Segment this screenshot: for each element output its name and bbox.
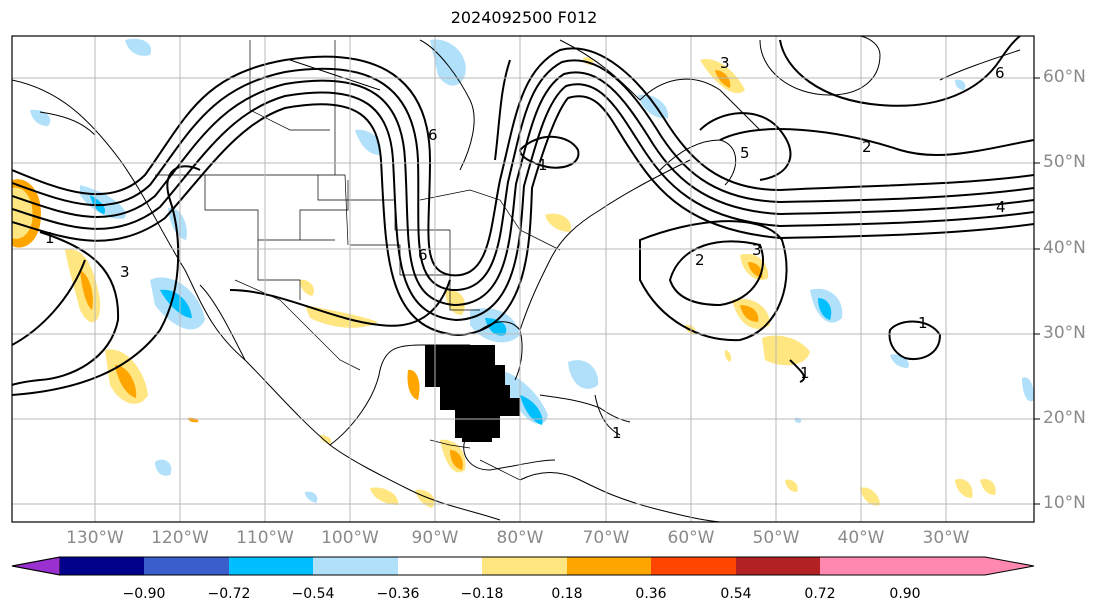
colorbar-swatch [567, 557, 651, 575]
colorbar-tick-label: 0.54 [720, 586, 752, 602]
colorbar-swatch [60, 557, 144, 575]
contour-label: 2 [862, 138, 872, 156]
lat-label: 40°N [1043, 238, 1086, 258]
contour-lines [12, 36, 1034, 396]
colorbar-extend-high [905, 557, 1034, 575]
gridlines [12, 36, 1034, 522]
colorbar-swatch [651, 557, 736, 575]
axis-ticks [1034, 77, 1040, 505]
contour-label: 1 [612, 424, 622, 442]
lon-label: 30°W [922, 528, 970, 548]
contour-label: 1 [45, 229, 55, 247]
colorbar-tick-label: −0.36 [376, 586, 420, 602]
colorbar-tick-label: 0.36 [635, 586, 667, 602]
colorbar-tick-label: 0.18 [551, 586, 583, 602]
contour-label: 1 [800, 364, 810, 382]
colorbar-tick-label: −0.18 [460, 586, 504, 602]
contour-label: 1 [918, 314, 928, 332]
lat-label: 20°N [1043, 408, 1086, 428]
colorbar [11, 556, 1035, 576]
lon-label: 60°W [667, 528, 715, 548]
contour-label: 3 [752, 241, 762, 259]
contour-label: 3 [120, 263, 130, 281]
colorbar-swatch [820, 557, 905, 575]
lon-label: 70°W [582, 528, 630, 548]
lon-label: 50°W [752, 528, 800, 548]
contour-label: 4 [996, 198, 1006, 216]
colorbar-swatch [398, 557, 482, 575]
lat-label: 50°N [1043, 152, 1086, 172]
political-borders [155, 40, 561, 481]
contour-label: 5 [740, 144, 750, 162]
contour-label: 6 [418, 246, 428, 264]
lon-label: 40°W [837, 528, 885, 548]
lat-label: 10°N [1043, 493, 1086, 513]
lon-label: 90°W [411, 528, 459, 548]
colorbar-tick-label: −0.90 [122, 586, 166, 602]
lat-label: 30°N [1043, 323, 1086, 343]
lon-label: 110°W [236, 528, 294, 548]
colorbar-swatch [313, 557, 398, 575]
lat-label: 60°N [1043, 67, 1086, 87]
coastlines [12, 36, 1021, 522]
map-title: 2024092500 F012 [450, 8, 598, 27]
shaded-anomaly-layer [12, 38, 1034, 508]
lon-label: 80°W [496, 528, 544, 548]
colorbar-swatch [229, 557, 313, 575]
colorbar-swatch [144, 557, 229, 575]
colorbar-tick-label: 0.90 [889, 586, 921, 602]
colorbar-swatch [736, 557, 820, 575]
lon-label: 120°W [151, 528, 209, 548]
colorbar-tick-label: −0.54 [291, 586, 335, 602]
colorbar-swatch [482, 557, 567, 575]
colorbar-tick-label: −0.72 [207, 586, 251, 602]
lon-label: 130°W [66, 528, 124, 548]
contour-value-labels: 1 3 1 2 3 2 1 4 5 3 6 6 6 1 1 [45, 54, 1006, 442]
map-frame [11, 35, 1035, 523]
contour-label: 3 [720, 54, 730, 72]
storm-track-markers [425, 345, 520, 442]
lon-label: 100°W [321, 528, 379, 548]
contour-label: 6 [428, 126, 438, 144]
contour-label: 1 [538, 156, 548, 174]
colorbar-tick-label: 0.72 [804, 586, 836, 602]
contour-label: 6 [995, 64, 1005, 82]
colorbar-extend-low [11, 556, 61, 576]
contour-label: 2 [695, 251, 705, 269]
